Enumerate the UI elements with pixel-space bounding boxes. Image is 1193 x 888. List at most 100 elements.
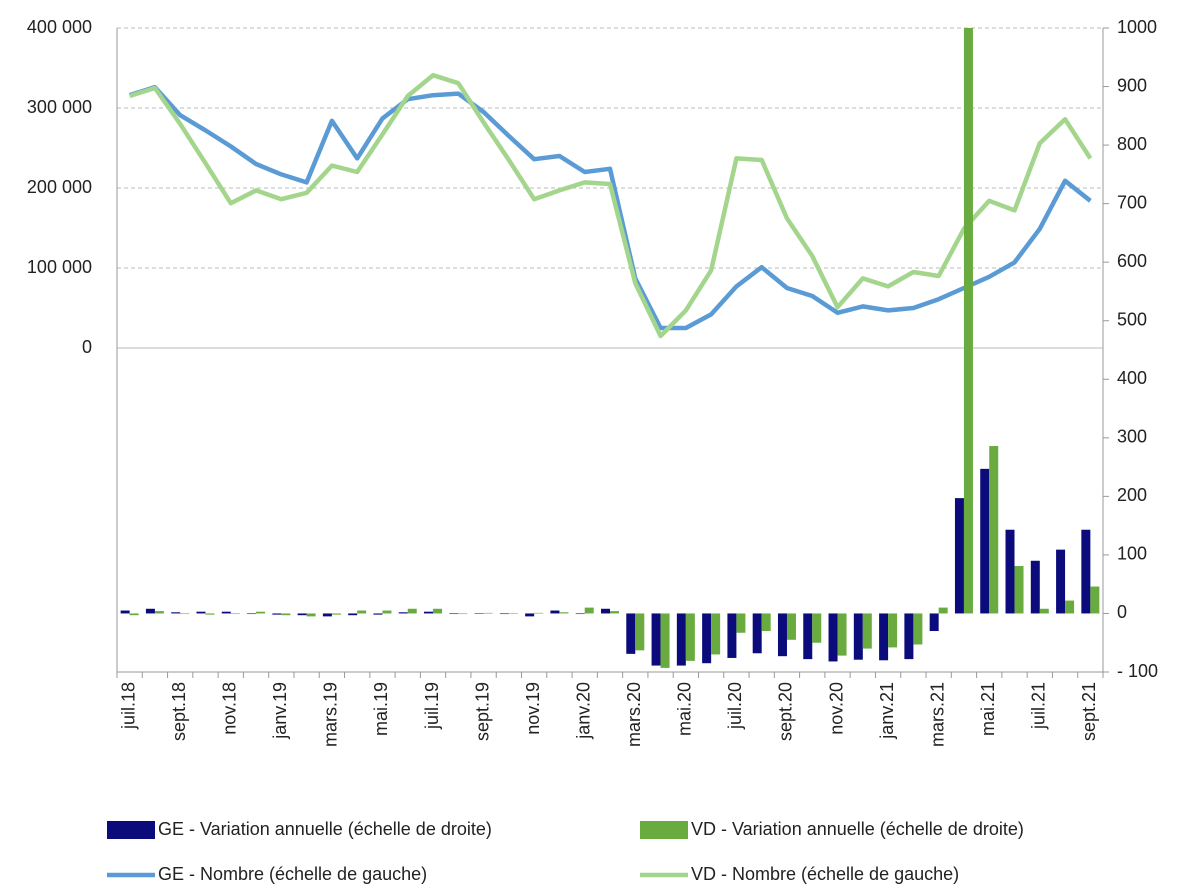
y2-tick-label: - 100: [1117, 661, 1158, 681]
x-tick-label: juil.19: [422, 682, 442, 730]
bar: [534, 612, 544, 614]
bar: [660, 613, 670, 668]
x-tick-label: sept.21: [1079, 682, 1099, 741]
bar: [685, 613, 695, 661]
y2-tick-label: 1000: [1117, 17, 1157, 37]
legend-label: GE - Nombre (échelle de gauche): [158, 864, 427, 884]
bar: [373, 613, 383, 615]
bar: [938, 607, 948, 614]
bar: [1081, 529, 1091, 614]
x-tick-label: mars.19: [321, 682, 341, 747]
x-tick-label: mai.20: [675, 682, 695, 736]
bar: [120, 610, 130, 614]
bar: [711, 613, 721, 655]
bar: [407, 608, 417, 614]
legend-swatch: [640, 821, 688, 839]
x-tick-label: nov.19: [523, 682, 543, 735]
y-tick-label: 100 000: [27, 257, 92, 277]
bar: [803, 613, 813, 660]
y2-tick-label: 200: [1117, 485, 1147, 505]
bar: [862, 613, 872, 649]
bar: [727, 613, 737, 658]
bar: [322, 613, 332, 617]
bar: [904, 613, 914, 660]
line: [128, 72, 1093, 339]
bar: [1039, 608, 1049, 614]
bar: [230, 613, 240, 615]
bar: [828, 613, 838, 662]
bar: [348, 613, 358, 616]
y-tick-label: 0: [82, 337, 92, 357]
x-tick-label: nov.18: [220, 682, 240, 735]
legend-label: VD - Nombre (échelle de gauche): [691, 864, 959, 884]
bar: [129, 613, 139, 616]
bar: [525, 613, 535, 617]
bar: [575, 613, 585, 615]
bar: [752, 613, 762, 654]
bar: [550, 610, 560, 614]
bar: [281, 613, 291, 616]
bar: [913, 613, 923, 645]
x-tick-label: mai.21: [978, 682, 998, 736]
bar: [1014, 566, 1024, 614]
bar: [221, 611, 231, 614]
bar: [205, 613, 215, 615]
y-tick-label: 400 000: [27, 17, 92, 37]
bar: [702, 613, 712, 664]
bar: [736, 613, 746, 633]
y2-tick-label: 400: [1117, 368, 1147, 388]
bar: [1065, 600, 1075, 614]
bar: [483, 612, 493, 614]
bar: [433, 608, 443, 614]
x-tick-label: juil.21: [1029, 682, 1049, 730]
bar: [989, 446, 999, 614]
bar: [449, 613, 459, 615]
bar: [879, 613, 889, 661]
x-tick-label: juil.20: [725, 682, 745, 730]
bar: [1030, 560, 1040, 614]
bar: [145, 608, 155, 614]
legend-label: VD - Variation annuelle (échelle de droi…: [691, 819, 1024, 839]
x-tick-label: janv.19: [270, 682, 290, 740]
bar: [761, 613, 771, 632]
bar: [499, 613, 509, 615]
x-tick-label: janv.20: [573, 682, 593, 740]
bar: [398, 612, 408, 614]
y-tick-label: 300 000: [27, 97, 92, 117]
y2-tick-label: 500: [1117, 309, 1147, 329]
bar: [786, 613, 796, 640]
y2-tick-label: 800: [1117, 134, 1147, 154]
bar: [306, 613, 316, 617]
bar: [584, 607, 594, 614]
bar: [458, 613, 468, 615]
y-tick-label: 200 000: [27, 177, 92, 197]
bar: [1005, 529, 1015, 614]
bar: [963, 28, 973, 614]
x-tick-label: mars.20: [624, 682, 644, 747]
bar: [297, 613, 307, 616]
bar: [610, 611, 619, 614]
bar: [247, 613, 257, 615]
y2-tick-label: 900: [1117, 75, 1147, 95]
x-tick-label: mars.21: [927, 682, 947, 747]
bar: [676, 613, 686, 666]
bar: [837, 613, 847, 656]
bar: [196, 611, 206, 614]
bar: [559, 612, 569, 614]
bar: [382, 610, 392, 614]
y2-tick-label: 0: [1117, 602, 1127, 622]
x-tick-label: juil.18: [118, 682, 138, 730]
bar: [601, 608, 610, 614]
bar: [180, 613, 190, 615]
bar: [980, 468, 990, 614]
x-tick-label: sept.18: [169, 682, 189, 741]
bar: [635, 613, 645, 651]
legend-label: GE - Variation annuelle (échelle de droi…: [158, 819, 492, 839]
y2-tick-label: 700: [1117, 192, 1147, 212]
bar: [954, 498, 964, 614]
bar: [929, 613, 939, 632]
y2-tick-label: 100: [1117, 544, 1147, 564]
bar: [1056, 549, 1066, 614]
bar: [777, 613, 787, 657]
